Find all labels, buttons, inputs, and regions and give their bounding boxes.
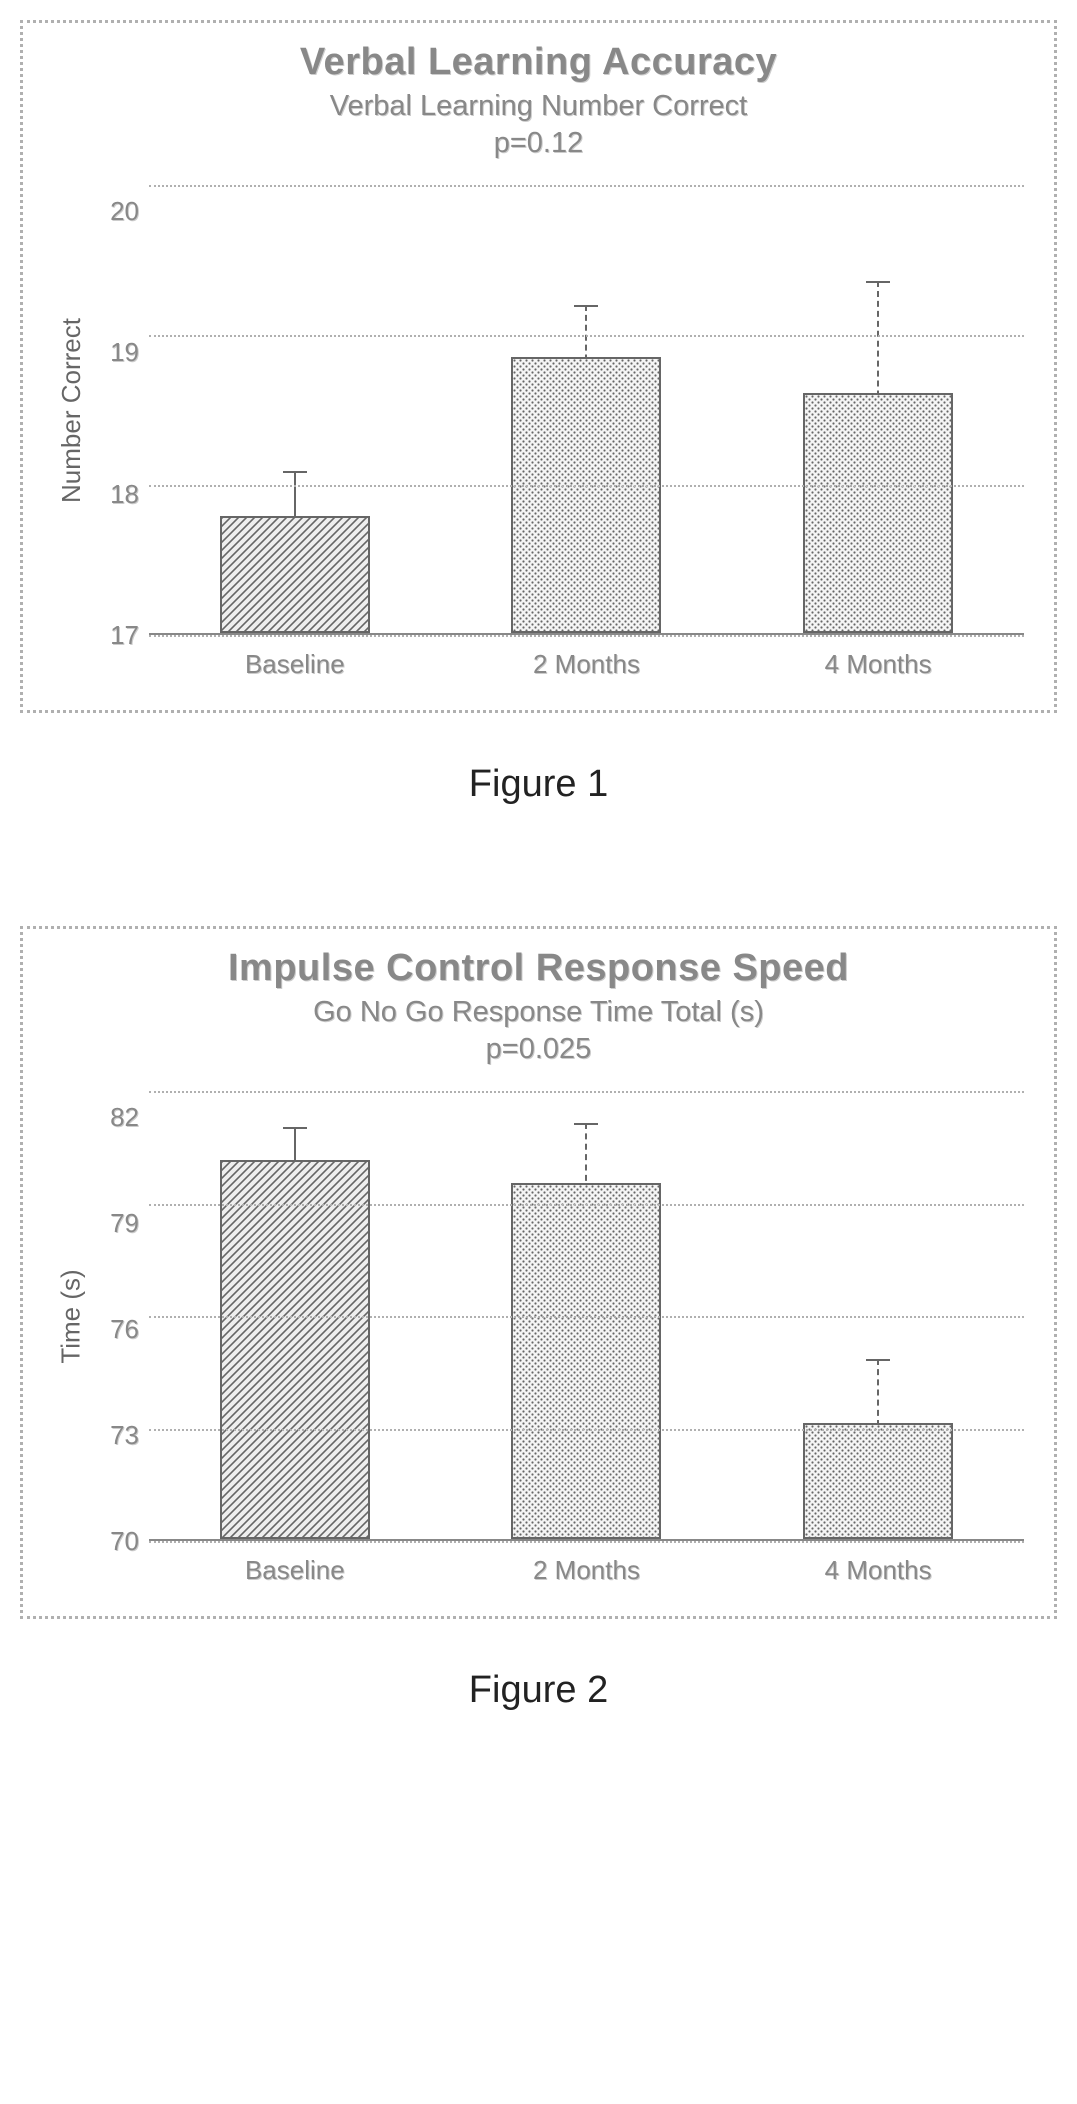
xtick-label: 4 Months xyxy=(803,649,953,680)
gridline xyxy=(149,485,1024,487)
figure-2-chart-panel: Impulse Control Response Speed Go No Go … xyxy=(20,926,1057,1619)
bar-group xyxy=(803,393,953,633)
gridline xyxy=(149,1429,1024,1431)
ytick-label: 19 xyxy=(110,339,139,365)
ytick-label: 17 xyxy=(110,622,139,648)
bar-group xyxy=(511,357,661,633)
bar xyxy=(220,516,370,633)
bar xyxy=(511,357,661,633)
xtick-label: Baseline xyxy=(220,649,370,680)
figure-2-titles: Impulse Control Response Speed Go No Go … xyxy=(53,947,1024,1066)
figure-2-xticks: Baseline 2 Months 4 Months xyxy=(149,1555,1024,1586)
figure-1-chart-panel: Verbal Learning Accuracy Verbal Learning… xyxy=(20,20,1057,713)
figure-2-bars-row xyxy=(149,1091,1024,1539)
gridline xyxy=(149,335,1024,337)
figure-1-ylabel: Number Correct xyxy=(56,318,87,503)
gridline xyxy=(149,1541,1024,1543)
figure-1-block: Verbal Learning Accuracy Verbal Learning… xyxy=(20,20,1057,806)
bar xyxy=(220,1160,370,1539)
figure-2-block: Impulse Control Response Speed Go No Go … xyxy=(20,926,1057,1712)
gridline xyxy=(149,1204,1024,1206)
figure-2-caption: Figure 2 xyxy=(20,1669,1057,1712)
ytick-label: 79 xyxy=(110,1210,139,1236)
xtick-label: 4 Months xyxy=(803,1555,953,1586)
bar xyxy=(511,1183,661,1539)
figure-1-title-p: p=0.12 xyxy=(53,127,1024,160)
gridline xyxy=(149,635,1024,637)
figure-1-caption: Figure 1 xyxy=(20,763,1057,806)
ytick-label: 76 xyxy=(110,1316,139,1342)
figure-1-ylabel-wrap: Number Correct xyxy=(53,185,89,635)
xtick-label: 2 Months xyxy=(511,1555,661,1586)
figure-1-plot-wrap: Number Correct 20191817 xyxy=(53,185,1024,635)
page: Verbal Learning Accuracy Verbal Learning… xyxy=(20,20,1057,1712)
bar-group xyxy=(220,1160,370,1539)
bar-group xyxy=(803,1423,953,1539)
gridline xyxy=(149,1316,1024,1318)
figure-2-ylabel: Time (s) xyxy=(56,1269,87,1363)
bar xyxy=(803,393,953,633)
figure-2-title-sub: Go No Go Response Time Total (s) xyxy=(53,996,1024,1029)
figure-2-yticks: 8279767370 xyxy=(89,1091,149,1541)
figure-1-title-sub: Verbal Learning Number Correct xyxy=(53,90,1024,123)
ytick-label: 82 xyxy=(110,1104,139,1130)
xtick-label: 2 Months xyxy=(511,649,661,680)
figure-2-plot-wrap: Time (s) 8279767370 xyxy=(53,1091,1024,1541)
ytick-label: 20 xyxy=(110,198,139,224)
bar-group xyxy=(511,1183,661,1539)
figure-2-ylabel-wrap: Time (s) xyxy=(53,1091,89,1541)
figure-2-title-main: Impulse Control Response Speed xyxy=(53,947,1024,990)
figure-2-plot-area xyxy=(149,1091,1024,1541)
bar-group xyxy=(220,516,370,633)
ytick-label: 73 xyxy=(110,1422,139,1448)
figure-1-xticks: Baseline 2 Months 4 Months xyxy=(149,649,1024,680)
xtick-label: Baseline xyxy=(220,1555,370,1586)
figure-1-title-main: Verbal Learning Accuracy xyxy=(53,41,1024,84)
figure-1-bars-row xyxy=(149,185,1024,633)
figure-1-yticks: 20191817 xyxy=(89,185,149,635)
ytick-label: 70 xyxy=(110,1528,139,1554)
gridline xyxy=(149,185,1024,187)
gridline xyxy=(149,1091,1024,1093)
figure-1-titles: Verbal Learning Accuracy Verbal Learning… xyxy=(53,41,1024,160)
figure-2-title-p: p=0.025 xyxy=(53,1033,1024,1066)
figure-1-plot-area xyxy=(149,185,1024,635)
ytick-label: 18 xyxy=(110,481,139,507)
bar xyxy=(803,1423,953,1539)
